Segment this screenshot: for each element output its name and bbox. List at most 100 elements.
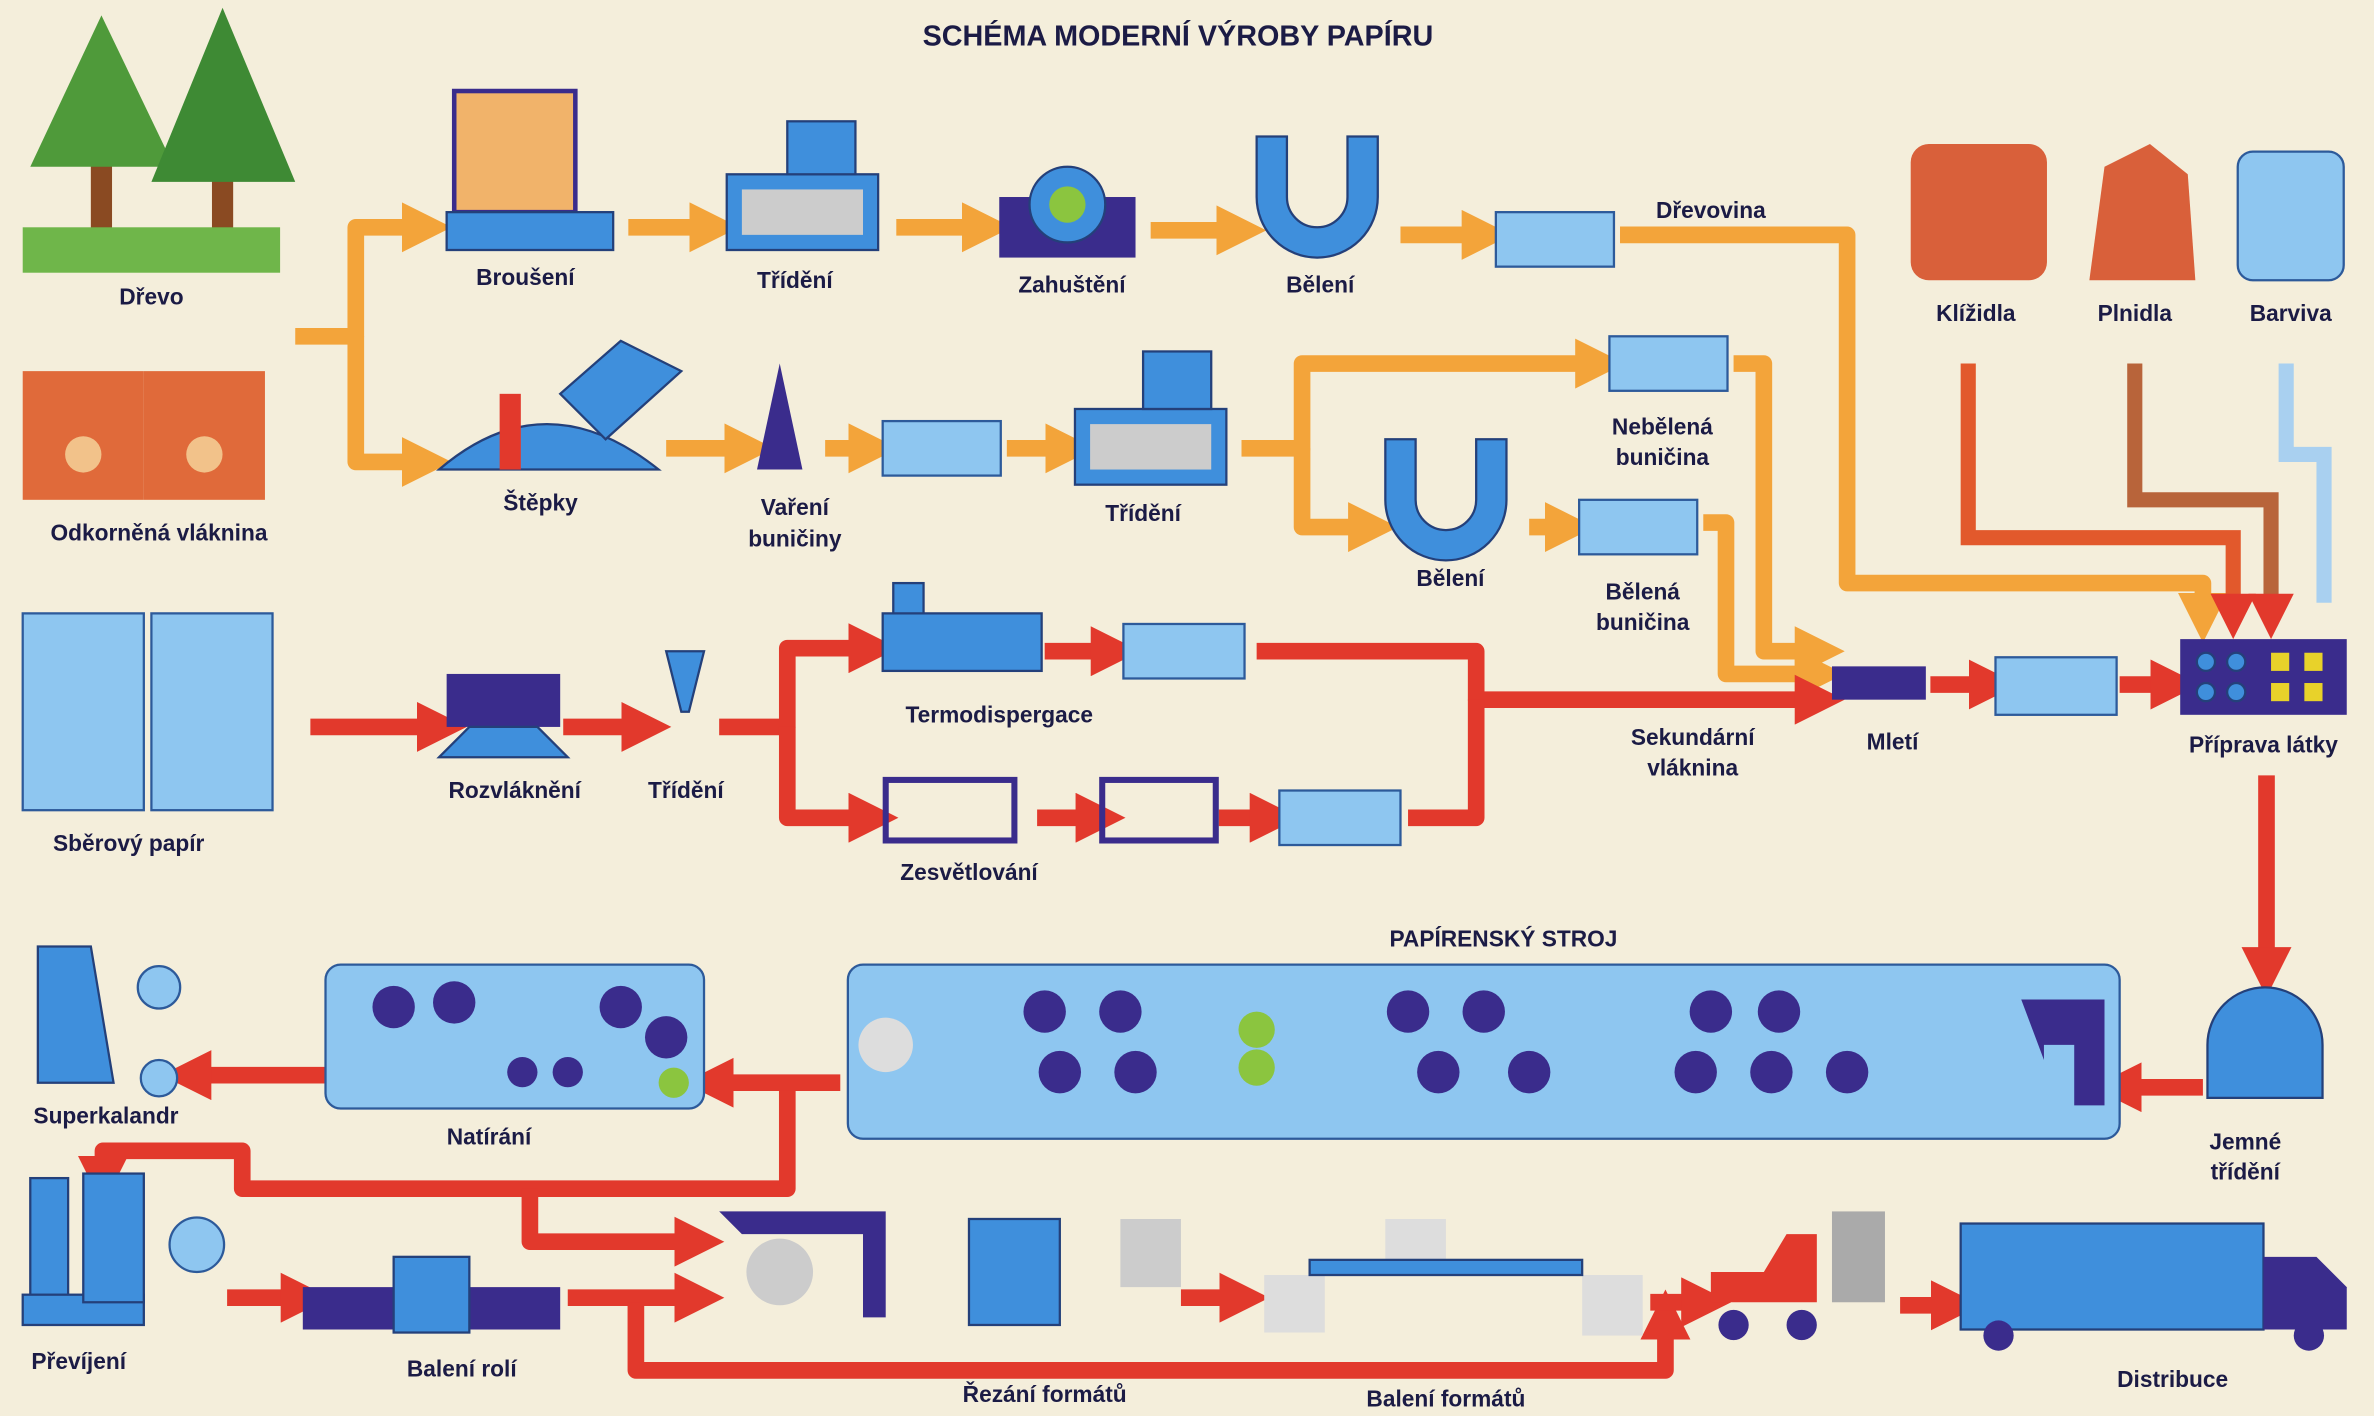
machine-shape bbox=[664, 650, 706, 713]
node-label: Bělení bbox=[1286, 271, 1355, 297]
machine-shape bbox=[1710, 1234, 1817, 1303]
machine-shape bbox=[2293, 1320, 2325, 1351]
machine-shape bbox=[136, 965, 182, 1010]
machine-shape bbox=[1577, 498, 1699, 556]
machine-shape bbox=[741, 189, 863, 235]
machine-shape bbox=[1674, 1050, 1717, 1094]
node-label: Příprava látky bbox=[2189, 732, 2338, 758]
node-label: buničina bbox=[1616, 444, 1710, 470]
machine-shape bbox=[881, 612, 1043, 673]
tree-shape bbox=[22, 227, 281, 273]
machine-shape bbox=[168, 1216, 226, 1274]
machine-shape bbox=[658, 1067, 689, 1098]
machine-shape bbox=[499, 393, 521, 470]
log-shape bbox=[143, 371, 265, 500]
machine-shape bbox=[433, 981, 476, 1024]
additive-arrows bbox=[1960, 363, 2332, 640]
orange-arrows bbox=[295, 202, 2228, 699]
red-arrow-shape bbox=[719, 623, 899, 736]
node-label: Řezání formátů bbox=[963, 1381, 1127, 1407]
machine-shape bbox=[2271, 652, 2290, 671]
machine-shape bbox=[1120, 1218, 1181, 1288]
node-label: Štěpky bbox=[503, 489, 578, 515]
node-label: Zahuštění bbox=[1018, 271, 1126, 297]
machine-shape bbox=[1264, 1275, 1325, 1333]
node-label: Třídění bbox=[648, 777, 724, 803]
red-arrow-shape bbox=[1256, 642, 1845, 725]
machine-shape bbox=[1049, 186, 1086, 223]
machine-shape bbox=[786, 120, 857, 176]
machine-shape bbox=[2226, 681, 2247, 703]
node-label: PAPÍRENSKÝ STROJ bbox=[1389, 925, 1617, 951]
machine-shape bbox=[1038, 1050, 1082, 1094]
machine-shape bbox=[21, 612, 145, 812]
node-label: Rozvláknění bbox=[449, 777, 582, 803]
machine-shape bbox=[435, 423, 662, 471]
node-label: Sběrový papír bbox=[53, 830, 205, 856]
machine-shape bbox=[1910, 144, 2047, 281]
red-arrow-shape bbox=[778, 726, 899, 843]
logs bbox=[22, 371, 265, 500]
additive-arrow-shape bbox=[2127, 363, 2294, 640]
machine-shape bbox=[507, 1056, 538, 1088]
machine-shape bbox=[1994, 656, 2118, 716]
machine-shape bbox=[372, 985, 415, 1029]
node-label: buničina bbox=[1596, 609, 1690, 635]
machine-shape bbox=[858, 1017, 913, 1073]
machine-shape bbox=[1831, 1211, 1885, 1303]
machine-shape bbox=[1983, 1320, 2014, 1351]
node-label: Barviva bbox=[2250, 300, 2332, 326]
machine-shape bbox=[1786, 1309, 1817, 1341]
log-shape bbox=[22, 371, 144, 500]
machine-shape bbox=[451, 88, 578, 215]
machine-shape bbox=[2236, 150, 2345, 282]
node-label: Bělení bbox=[1416, 565, 1485, 591]
machine-shape bbox=[599, 985, 642, 1029]
node-label: Dřevovina bbox=[1656, 197, 1766, 223]
machine-shape bbox=[36, 945, 115, 1084]
machine-shape bbox=[552, 1056, 583, 1088]
node-label: vláknina bbox=[1647, 754, 1738, 780]
log-shape bbox=[65, 436, 102, 473]
red-arrow-shape bbox=[1408, 699, 1485, 827]
machine-shape bbox=[29, 1176, 70, 1301]
machine-shape bbox=[2304, 683, 2323, 702]
machine-shape bbox=[2271, 683, 2290, 702]
node-label: Nebělená bbox=[1612, 414, 1713, 440]
machine-shape bbox=[2226, 651, 2247, 673]
machine-shape bbox=[2089, 144, 2196, 281]
machine-shape bbox=[2206, 986, 2324, 1099]
machine-shape bbox=[1238, 1011, 1275, 1048]
orange-arrow-shape bbox=[1703, 514, 1845, 699]
machine-shape bbox=[392, 1255, 471, 1334]
machine-shape bbox=[967, 1217, 1061, 1327]
node-label: Balení rolí bbox=[407, 1355, 517, 1381]
machine-shape bbox=[1608, 335, 1729, 392]
machine-shape bbox=[757, 363, 803, 470]
machine-shape bbox=[1255, 135, 1379, 259]
machine-shape bbox=[1494, 211, 1616, 268]
orange-arrow-shape bbox=[1733, 355, 1845, 677]
node-label: Jemné bbox=[2209, 1128, 2281, 1154]
machine-shape bbox=[1507, 1050, 1551, 1094]
machine-shape bbox=[1757, 990, 1801, 1033]
machine-shape bbox=[1023, 990, 1066, 1033]
node-label: Natírání bbox=[447, 1124, 532, 1150]
machine-shape bbox=[1718, 1309, 1749, 1341]
machine-shape bbox=[2180, 639, 2347, 715]
machine-shape bbox=[1090, 424, 1212, 470]
node-label: Balení formátů bbox=[1366, 1386, 1525, 1412]
orange-arrow-shape bbox=[295, 202, 452, 345]
machine-shape bbox=[1417, 1050, 1460, 1094]
machine-shape bbox=[846, 963, 2121, 1140]
orange-arrow-shape bbox=[1293, 448, 1399, 553]
machine-shape bbox=[446, 673, 561, 727]
machine-shape bbox=[2195, 681, 2217, 703]
node-label: Vaření bbox=[761, 494, 830, 520]
machine-shape bbox=[1122, 622, 1246, 680]
node-label: Třídění bbox=[757, 267, 833, 293]
log-shape bbox=[186, 436, 223, 473]
trees bbox=[22, 7, 296, 273]
machine-shape bbox=[2021, 999, 2105, 1106]
